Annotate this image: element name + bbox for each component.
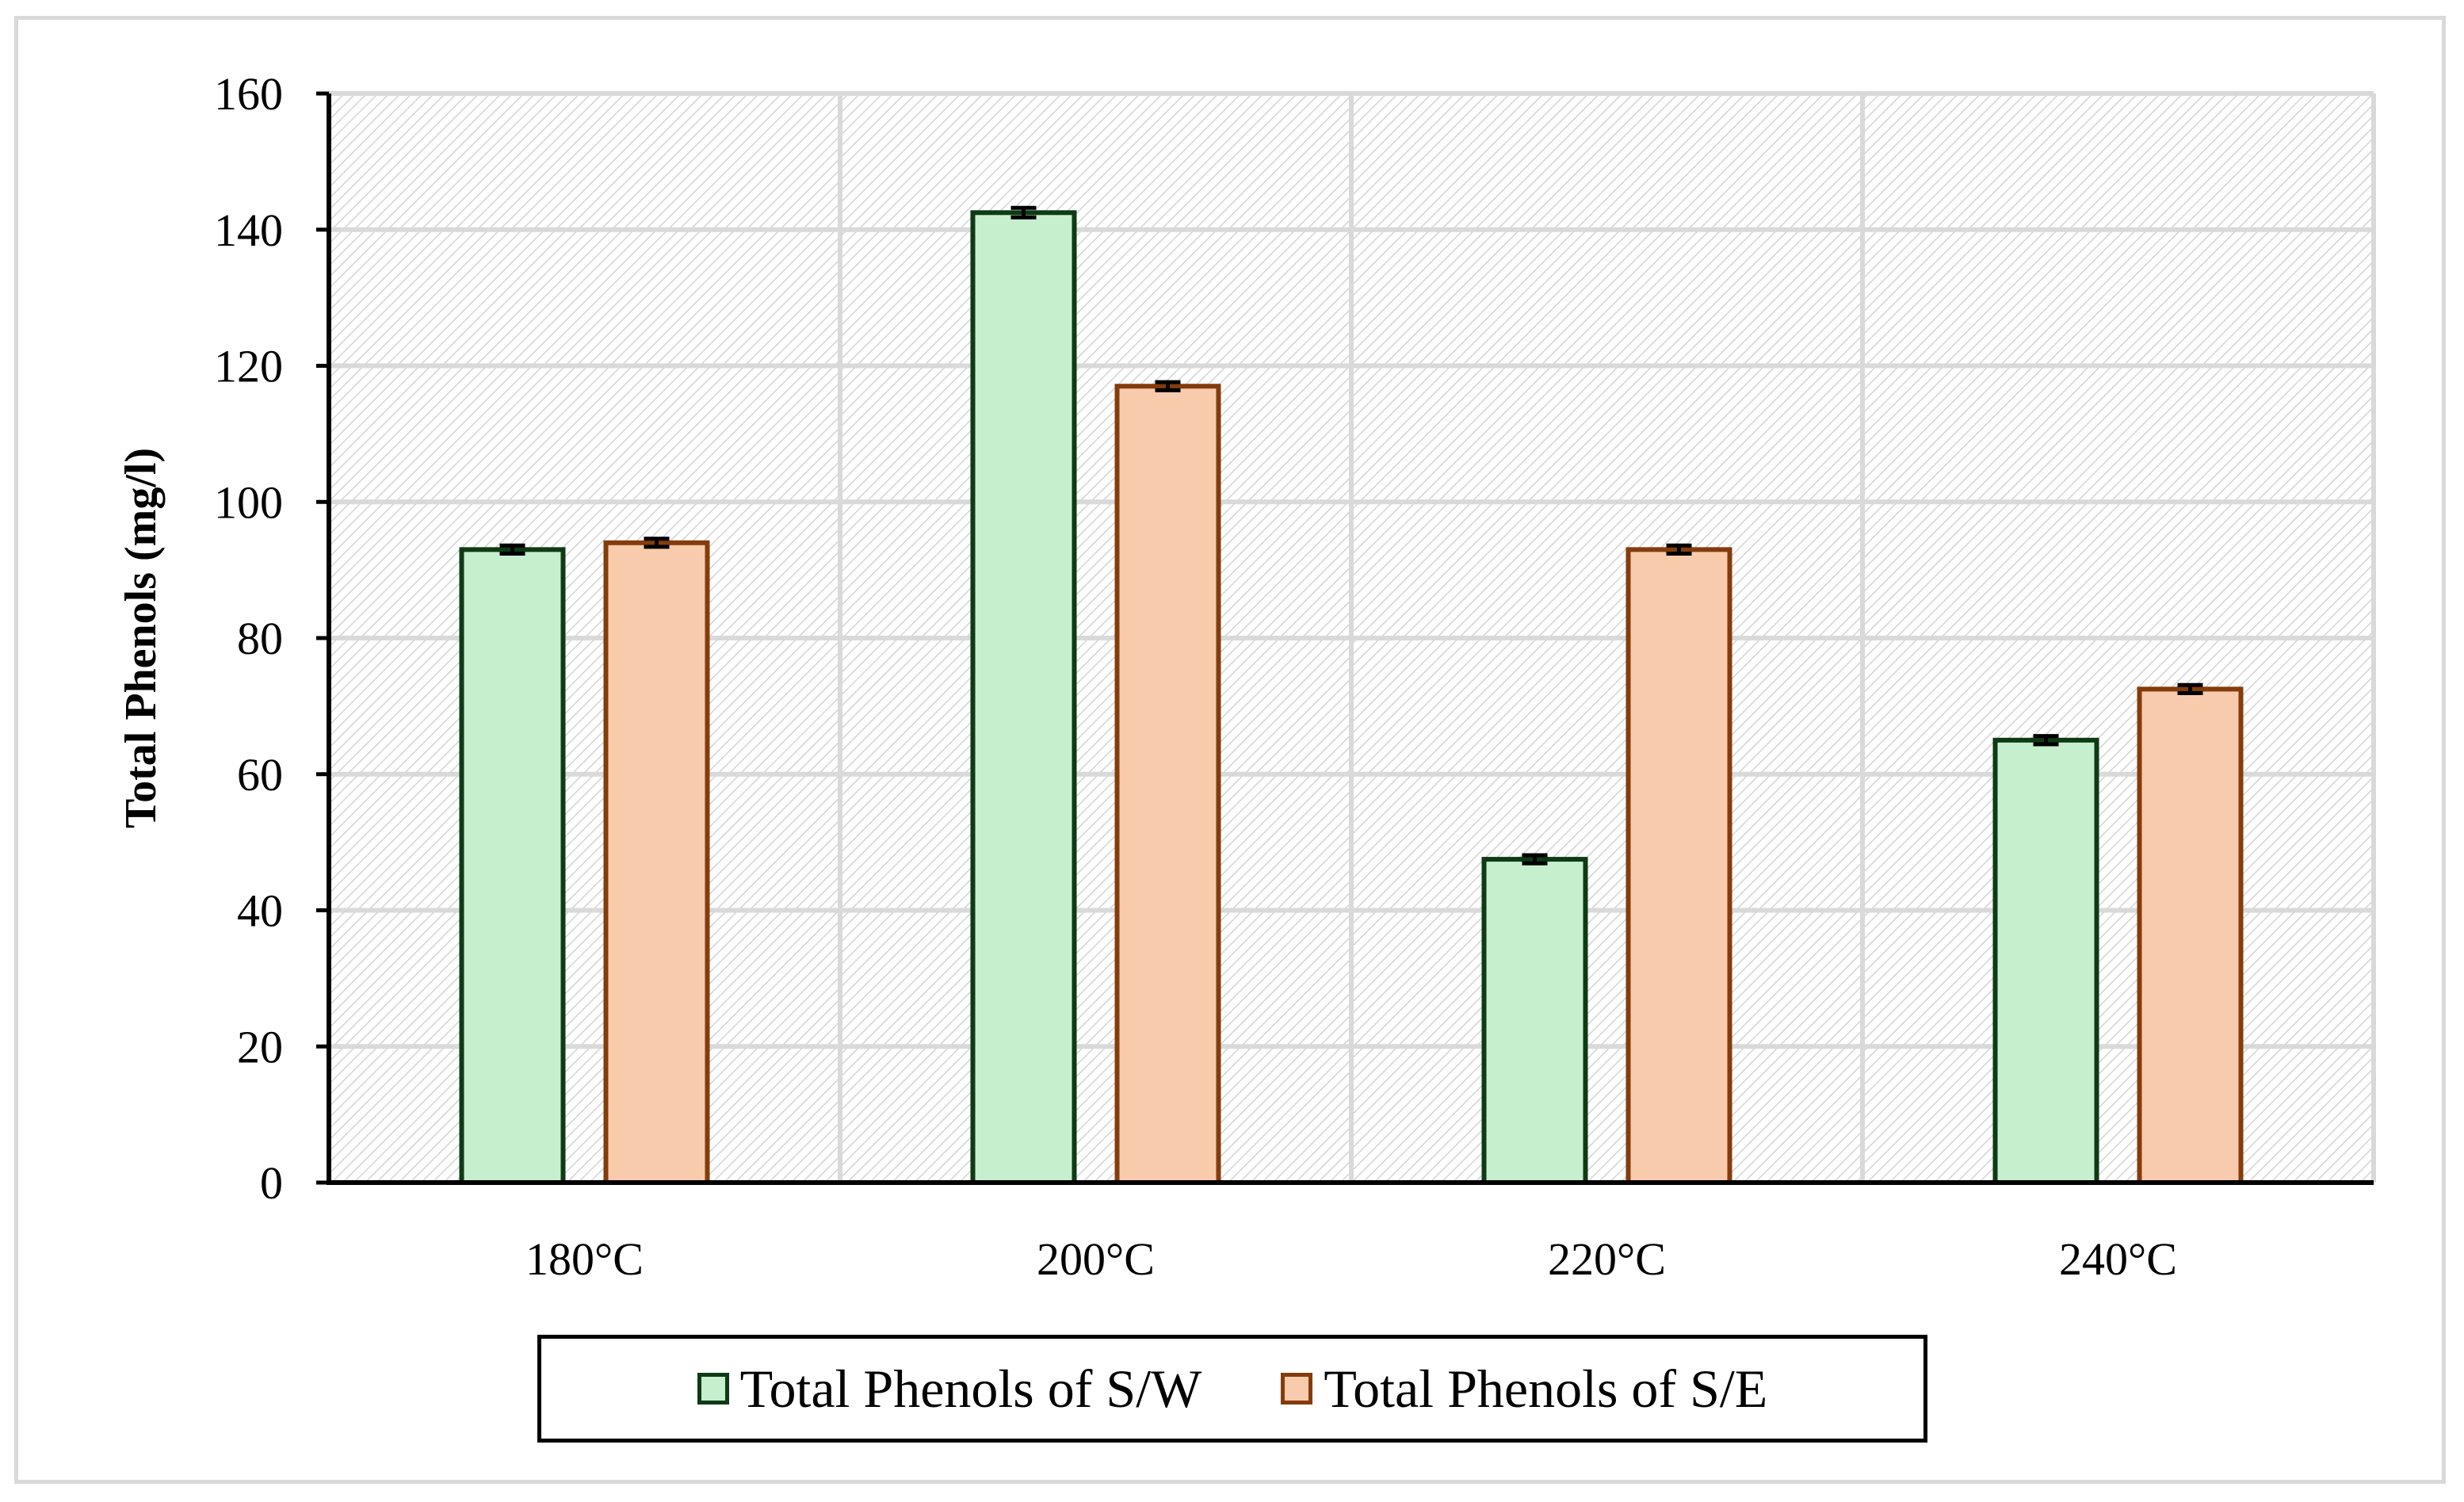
x-tick-label: 200°C [1037,1233,1155,1285]
y-tick-label: 140 [214,204,283,256]
y-tick-label: 20 [237,1021,283,1072]
bar-se-3 [2137,686,2244,1185]
y-tick-label: 0 [260,1157,283,1209]
axes [316,91,2374,1185]
y-tick-label: 160 [214,68,283,120]
x-tick-label: 180°C [525,1233,644,1285]
y-tick-label: 40 [237,885,283,937]
bar-se-2 [1625,547,1732,1185]
y-tick-label: 120 [214,341,283,392]
bar-sw-1 [970,210,1077,1185]
x-tick-label: 220°C [1548,1233,1666,1285]
legend-label-sw: Total Phenols of S/W [739,1358,1202,1419]
x-tick-label: 240°C [2059,1233,2177,1285]
bar-sw-2 [1481,857,1588,1185]
y-axis-title: Total Phenols (mg/l) [117,448,166,828]
tick-labels: 0 20 40 60 80 100 120 140 160 180°C 200°C 220°C 240°… [214,68,2177,1285]
bar-sw-3 [1992,737,2099,1185]
legend-swatch-sw [697,1373,729,1405]
bar-se-1 [1114,384,1221,1185]
bar-sw-0 [459,547,566,1185]
legend-label-se: Total Phenols of S/E [1324,1358,1768,1419]
y-tick-label: 60 [237,749,283,801]
legend: Total Phenols of S/W Total Phenols of S/… [537,1335,1927,1443]
legend-entry-sw: Total Phenols of S/W [697,1358,1202,1420]
legend-entry-se: Total Phenols of S/E [1281,1358,1767,1420]
y-tick-label: 100 [214,476,283,528]
bar-se-0 [603,540,710,1185]
y-tick-label: 80 [237,613,283,664]
legend-swatch-se [1281,1373,1313,1405]
